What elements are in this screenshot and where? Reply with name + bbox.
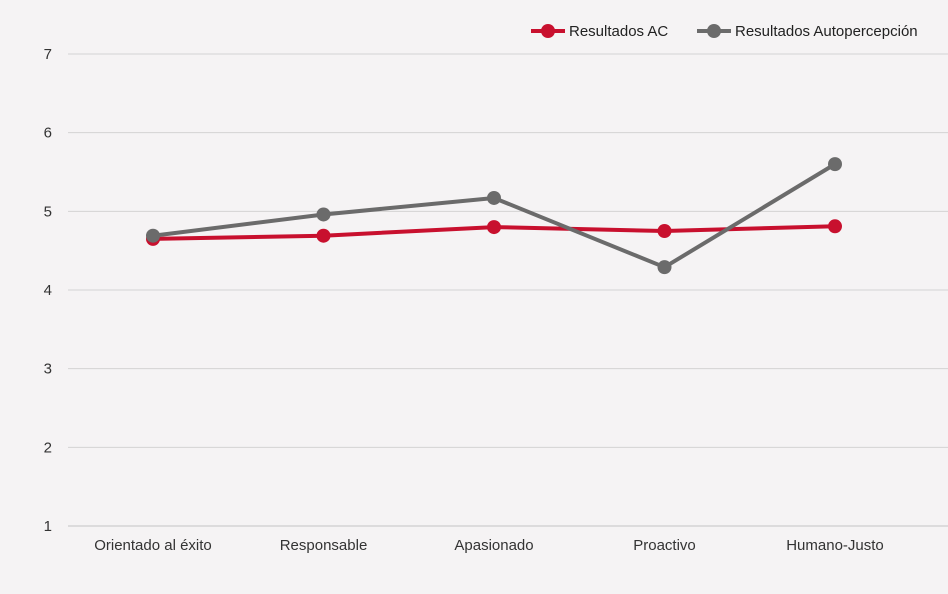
data-point — [146, 228, 160, 243]
y-tick-label: 2 — [44, 439, 52, 456]
x-tick-label: Proactivo — [633, 537, 696, 554]
legend-item: Resultados AC — [531, 23, 668, 40]
data-point — [828, 157, 842, 172]
data-point — [487, 190, 501, 205]
x-tick-label: Orientado al éxito — [94, 537, 212, 554]
y-tick-label: 6 — [44, 125, 52, 142]
legend-swatch-marker — [707, 24, 721, 38]
y-tick-label: 4 — [44, 282, 52, 299]
data-point — [657, 260, 672, 275]
series-resultados-ac — [146, 219, 842, 246]
x-tick-label: Responsable — [280, 537, 368, 554]
legend-item: Resultados Autopercepción — [697, 23, 918, 40]
y-tick-label: 3 — [44, 361, 52, 378]
legend-swatch-marker — [541, 24, 555, 38]
y-tick-label: 7 — [44, 46, 52, 63]
x-tick-label: Apasionado — [454, 537, 533, 554]
series-layer — [146, 157, 842, 275]
data-point — [316, 228, 331, 243]
series-resultados-autopercepcion — [146, 157, 842, 275]
legend: Resultados AC Resultados Autopercepción — [531, 23, 918, 40]
y-tick-label: 1 — [44, 518, 52, 535]
x-tick-label: Humano-Justo — [786, 537, 884, 554]
grid-layer — [68, 53, 948, 527]
series-line — [151, 162, 837, 270]
data-point — [828, 219, 842, 234]
legend-label: Resultados Autopercepción — [735, 23, 918, 40]
y-tick-label: 5 — [44, 203, 52, 220]
data-point — [657, 224, 672, 238]
legend-label: Resultados AC — [569, 23, 668, 40]
data-point — [487, 220, 501, 235]
axis-layer: 1 2 3 4 5 6 7 Orientado al éxito Responsable Apas… — [44, 46, 884, 554]
data-point — [316, 207, 331, 222]
